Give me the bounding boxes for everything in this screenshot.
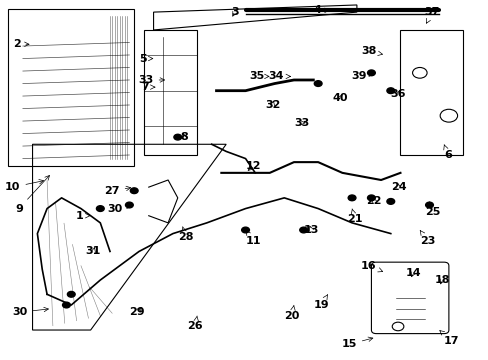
Text: 7: 7 [141, 82, 155, 92]
Text: 15: 15 [341, 337, 372, 349]
Text: 35: 35 [249, 71, 268, 81]
Text: 20: 20 [284, 305, 299, 321]
Circle shape [130, 188, 138, 194]
Circle shape [425, 202, 432, 208]
Text: 19: 19 [313, 295, 328, 310]
Text: 9: 9 [15, 175, 49, 213]
Text: 11: 11 [245, 230, 261, 246]
Circle shape [314, 81, 322, 86]
Text: 31: 31 [85, 247, 101, 256]
Text: 32: 32 [264, 100, 280, 110]
Text: 37: 37 [424, 7, 439, 23]
Text: 1: 1 [76, 211, 90, 221]
Text: 16: 16 [360, 261, 382, 272]
Text: 33: 33 [138, 75, 164, 85]
Text: 25: 25 [424, 202, 439, 217]
Circle shape [67, 292, 75, 297]
Text: 30: 30 [12, 307, 48, 317]
Text: 14: 14 [405, 268, 420, 278]
Text: 21: 21 [346, 209, 362, 224]
Text: 28: 28 [178, 227, 193, 242]
Text: 27: 27 [104, 186, 130, 196]
Text: 6: 6 [443, 145, 451, 160]
Text: 30: 30 [107, 203, 130, 213]
Text: 38: 38 [360, 46, 382, 57]
Text: 33: 33 [293, 118, 308, 128]
Text: 18: 18 [433, 275, 449, 285]
Text: 10: 10 [5, 179, 43, 192]
Circle shape [125, 202, 133, 208]
Text: 22: 22 [366, 197, 381, 206]
Text: 2: 2 [13, 39, 29, 49]
Circle shape [347, 195, 355, 201]
Text: 5: 5 [139, 54, 152, 64]
Circle shape [367, 70, 374, 76]
Text: 39: 39 [350, 71, 372, 81]
Text: 34: 34 [268, 71, 290, 81]
Text: 23: 23 [419, 230, 434, 246]
Circle shape [174, 134, 181, 140]
Text: 29: 29 [129, 307, 145, 317]
Text: 36: 36 [390, 89, 406, 99]
Circle shape [386, 88, 394, 94]
Text: 3: 3 [230, 7, 238, 17]
Circle shape [62, 302, 70, 308]
Text: 24: 24 [390, 182, 406, 192]
Text: 40: 40 [332, 93, 347, 103]
Circle shape [367, 195, 374, 201]
Text: 8: 8 [180, 132, 187, 142]
Circle shape [96, 206, 104, 211]
Text: 4: 4 [313, 5, 328, 15]
Text: 12: 12 [245, 161, 261, 171]
Bar [8, 9, 134, 166]
Text: 26: 26 [187, 316, 203, 332]
Bar [400, 30, 463, 155]
Text: 13: 13 [303, 225, 318, 235]
Circle shape [241, 227, 249, 233]
Circle shape [299, 227, 307, 233]
Circle shape [386, 199, 394, 204]
Text: 17: 17 [439, 330, 459, 346]
